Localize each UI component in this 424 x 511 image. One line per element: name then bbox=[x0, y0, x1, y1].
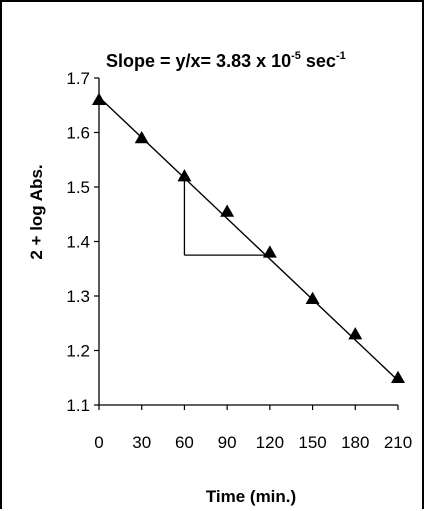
trendline bbox=[98, 96, 399, 381]
y-tick-label: 1.1 bbox=[66, 396, 90, 415]
y-tick-label: 1.2 bbox=[66, 342, 90, 361]
data-point bbox=[305, 291, 320, 304]
x-tick-label: 180 bbox=[341, 433, 369, 452]
y-tick-label: 1.6 bbox=[66, 124, 90, 143]
y-axis-title: 2 + log Abs. bbox=[27, 164, 46, 259]
x-tick-label: 90 bbox=[218, 433, 237, 452]
y-tick-label: 1.7 bbox=[66, 69, 90, 88]
tick-labels: 1.1 1.2 1.3 1.4 1.5 1.6 1.7 0 30 60 90 120 150 180 210 bbox=[66, 69, 412, 452]
slope-annotation-text: Slope = y/x= 3.83 x 10 bbox=[106, 51, 291, 71]
data-point bbox=[177, 169, 192, 182]
x-tick-label: 30 bbox=[132, 433, 151, 452]
slope-annotation-unit: sec bbox=[301, 51, 336, 71]
x-tick-label: 210 bbox=[384, 433, 412, 452]
slope-annotation-exponent: -5 bbox=[291, 50, 301, 62]
slope-annotation-unit-exponent: -1 bbox=[336, 50, 346, 62]
x-tick-label: 150 bbox=[298, 433, 326, 452]
y-tick-label: 1.5 bbox=[66, 178, 90, 197]
data-point bbox=[134, 130, 149, 144]
x-axis-title: Time (min.) bbox=[206, 487, 296, 506]
trend-line bbox=[98, 96, 399, 381]
data-point bbox=[220, 204, 235, 217]
data-point bbox=[92, 92, 106, 106]
data-point bbox=[348, 327, 363, 340]
data-markers bbox=[92, 92, 405, 383]
slope-triangle bbox=[183, 176, 270, 256]
y-tick-label: 1.4 bbox=[66, 233, 90, 252]
x-tick-label: 120 bbox=[256, 433, 284, 452]
x-tick-label: 0 bbox=[94, 433, 103, 452]
slope-annotation: Slope = y/x= 3.83 x 10-5 sec-1 bbox=[106, 50, 346, 71]
y-tick-label: 1.3 bbox=[66, 287, 90, 306]
data-point bbox=[262, 245, 277, 258]
x-tick-label: 60 bbox=[175, 433, 194, 452]
data-point bbox=[391, 370, 405, 383]
axes bbox=[94, 77, 399, 410]
